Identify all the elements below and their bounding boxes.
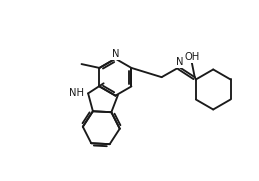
Text: N: N <box>112 49 119 59</box>
Text: N: N <box>176 57 183 67</box>
Text: NH: NH <box>69 88 84 98</box>
Text: OH: OH <box>185 52 200 62</box>
